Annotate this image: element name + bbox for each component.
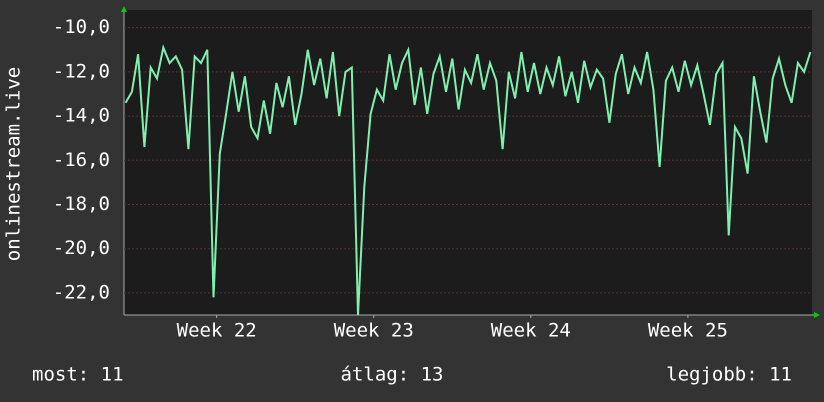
x-tick-label: Week 25 [648, 320, 728, 342]
y-axis-label: onlinestream.live [3, 67, 25, 261]
y-tick-label: -20,0 [53, 237, 110, 259]
footer-best: legjobb: 11 [666, 364, 792, 386]
y-tick-label: -16,0 [53, 149, 110, 171]
y-tick-label: -22,0 [53, 281, 110, 303]
plot-area [124, 10, 812, 315]
footer-average: átlag: 13 [341, 364, 444, 386]
footer-now: most: 11 [32, 364, 124, 386]
series-line [124, 44, 812, 316]
x-tick-label: Week 23 [334, 320, 414, 342]
y-tick-label: -10,0 [53, 16, 110, 38]
x-tick-label: Week 24 [491, 320, 571, 342]
y-tick-label: -12,0 [53, 60, 110, 82]
y-tick-label: -18,0 [53, 193, 110, 215]
x-tick-label: Week 22 [177, 320, 257, 342]
y-tick-label: -14,0 [53, 105, 110, 127]
x-arrow [814, 312, 820, 318]
y-arrow [121, 6, 127, 12]
